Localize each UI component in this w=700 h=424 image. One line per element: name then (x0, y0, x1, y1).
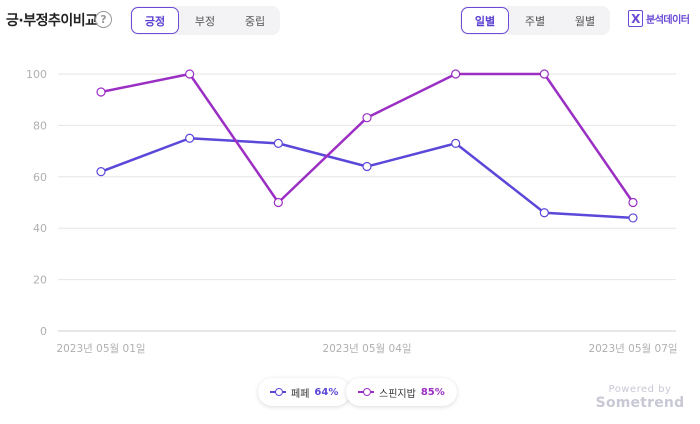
data-point-series-2 (362, 113, 372, 123)
legend-item-series-1[interactable]: 페페 64% (258, 378, 351, 406)
legend-series-2-name: 스핀지밥 (379, 388, 416, 400)
x-tick-label: 2023년 05월 01일 (56, 342, 145, 355)
legend-series-2-percent: 85% (420, 386, 445, 398)
x-tick-label: 2023년 05월 04일 (322, 342, 411, 355)
data-point-series-2 (451, 69, 461, 79)
question-circle-icon[interactable]: ? (95, 11, 112, 28)
y-tick-label: 100 (26, 68, 47, 81)
series-line-2 (99, 72, 635, 204)
data-point-series-1 (539, 208, 549, 218)
period-tab-group: 일별 주별 월별 (460, 6, 610, 35)
sentiment-tab-group: 긍정 부정 중립 (130, 6, 280, 35)
tab-weekly[interactable]: 주별 (524, 14, 546, 28)
tab-positive[interactable]: 긍정 (131, 7, 179, 34)
data-point-series-1 (185, 133, 195, 143)
data-point-series-1 (628, 213, 638, 223)
data-point-series-2 (185, 69, 195, 79)
data-point-series-2 (628, 197, 638, 208)
data-point-series-2 (539, 69, 549, 79)
export-data-label: 분석데이터 (646, 15, 690, 26)
y-tick-label: 20 (33, 274, 47, 287)
chart-title: 긍·부정추이비교 (6, 13, 98, 29)
y-tick-label: 40 (33, 222, 47, 235)
legend-marker-series-2 (358, 388, 374, 396)
brand-name: Sometrend (595, 395, 685, 411)
data-point-series-1 (273, 138, 283, 148)
powered-by-text: Powered by (608, 384, 672, 395)
y-tick-label: 80 (33, 119, 47, 132)
legend-item-series-2[interactable]: 스핀지밥 85% (346, 378, 457, 406)
legend-series-1-percent: 64% (314, 386, 339, 398)
data-point-series-1 (96, 167, 106, 177)
excel-x-icon: X (628, 10, 643, 27)
export-data-button[interactable]: X 분석데이터 (628, 10, 690, 27)
tab-daily[interactable]: 일별 (461, 7, 509, 34)
data-point-series-2 (273, 197, 283, 208)
series-line-1 (99, 137, 635, 220)
data-point-series-2 (96, 87, 106, 97)
y-tick-label: 60 (33, 171, 47, 184)
brand-logo: Powered by Sometrend (592, 384, 688, 411)
x-tick-label: 2023년 05월 07일 (588, 342, 677, 355)
data-point-series-1 (362, 161, 372, 172)
y-tick-label: 0 (40, 325, 47, 338)
tab-negative[interactable]: 부정 (194, 14, 216, 28)
legend-series-1-name: 페페 (291, 388, 310, 400)
legend-marker-series-1 (270, 388, 286, 396)
tab-neutral[interactable]: 중립 (244, 14, 266, 28)
tab-monthly[interactable]: 월별 (574, 14, 596, 28)
data-point-series-1 (451, 138, 461, 148)
